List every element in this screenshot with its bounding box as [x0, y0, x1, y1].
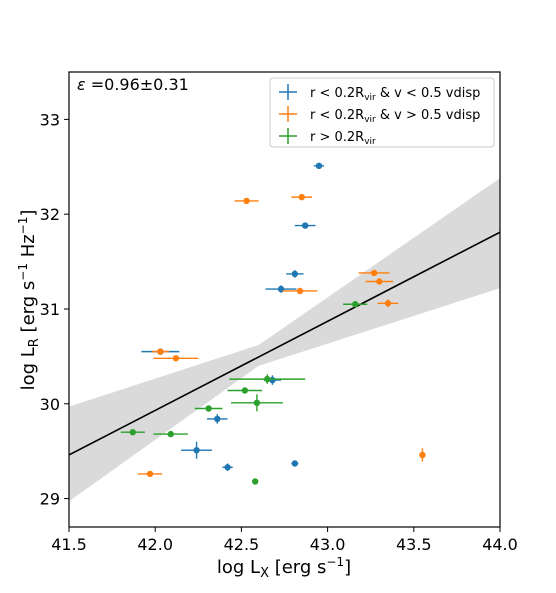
point-marker — [291, 270, 299, 278]
point-marker — [370, 269, 378, 277]
legend-label: r < 0.2Rvir & v > 0.5 vdisp — [310, 108, 480, 125]
x-tick-label: 42.0 — [137, 535, 173, 554]
point-marker — [205, 405, 212, 412]
point-marker — [376, 278, 383, 285]
series-3 — [120, 301, 368, 485]
y-tick-label: 30 — [40, 395, 60, 414]
fit-line — [69, 231, 500, 456]
x-axis-ticks: 41.5 42.0 42.5 43.0 43.5 44.0 — [51, 527, 518, 554]
y-tick-label: 33 — [40, 110, 60, 129]
x-tick-label: 43.5 — [396, 535, 432, 554]
point-marker — [224, 464, 231, 471]
legend: r < 0.2Rvir & v < 0.5 vdisp r < 0.2Rvir &… — [269, 77, 495, 148]
point-marker — [241, 387, 249, 394]
y-axis-ticks: 29 30 31 32 33 — [40, 110, 69, 509]
data-point-s1-3 — [286, 270, 304, 278]
legend-entries: r < 0.2Rvir & v < 0.5 vdisp r < 0.2Rvir &… — [279, 84, 480, 147]
data-point-s2-9 — [419, 448, 426, 462]
data-point-s3-7 — [120, 429, 145, 436]
plot-frame — [68, 71, 501, 528]
point-marker — [298, 193, 305, 201]
x-tick-label: 41.5 — [51, 535, 87, 554]
point-marker — [253, 399, 261, 407]
confidence-band — [69, 178, 500, 502]
data-point-s1-1 — [313, 162, 325, 170]
y-tick-label: 31 — [40, 300, 60, 319]
x-tick-label: 43.0 — [310, 535, 346, 554]
point-marker — [264, 375, 271, 383]
point-marker — [172, 355, 180, 362]
legend-label: r < 0.2Rvir & v < 0.5 vdisp — [310, 86, 480, 103]
point-marker — [251, 478, 259, 485]
x-axis-label: log LX [erg s−1] — [217, 555, 351, 581]
fit-line-layer — [69, 231, 500, 456]
data-point-s2-7 — [151, 348, 169, 355]
data-point-s3-3 — [227, 387, 263, 394]
legend-entry-3: r > 0.2Rvir — [279, 128, 376, 147]
data-point-s2-2 — [234, 197, 259, 205]
point-marker — [157, 348, 164, 355]
data-point-s3-2 — [229, 374, 306, 384]
point-marker — [419, 451, 426, 459]
data-point-s3-4 — [231, 394, 283, 412]
legend-entry-2: r < 0.2Rvir & v > 0.5 vdisp — [279, 106, 480, 125]
data-point-s2-5 — [282, 287, 318, 295]
point-marker — [129, 429, 136, 436]
data-point-s3-5 — [194, 405, 223, 412]
data-points-layer — [120, 162, 426, 485]
data-point-s1-2 — [294, 222, 316, 229]
point-marker — [167, 430, 174, 438]
data-point-s2-3 — [358, 269, 390, 277]
data-point-s2-8 — [153, 355, 199, 362]
epsilon-annotation: ε =0.96±0.31 — [77, 75, 189, 94]
series-2 — [137, 193, 426, 478]
point-marker — [296, 287, 304, 295]
data-point-s2-10 — [137, 470, 163, 478]
point-marker — [214, 415, 221, 423]
y-tick-label: 32 — [40, 205, 60, 224]
data-point-s3-1 — [343, 301, 368, 308]
legend-box — [269, 77, 495, 148]
data-point-s2-6 — [377, 299, 399, 308]
point-marker — [291, 460, 299, 467]
x-tick-label: 44.0 — [482, 535, 518, 554]
point-marker — [243, 197, 250, 205]
y-axis-label: log LR [erg s−1 Hz−1] — [16, 210, 42, 391]
data-point-s2-4 — [365, 278, 394, 285]
data-point-s1-10 — [291, 460, 299, 467]
point-marker — [315, 162, 323, 170]
point-marker — [193, 447, 200, 454]
legend-label: r > 0.2Rvir — [310, 130, 376, 147]
legend-entry-1: r < 0.2Rvir & v < 0.5 vdisp — [279, 84, 480, 103]
confidence-band-layer — [69, 178, 500, 502]
data-point-s1-4 — [265, 285, 297, 293]
data-point-s1-8 — [181, 441, 213, 459]
point-marker — [146, 470, 154, 478]
data-point-s3-6 — [153, 430, 188, 438]
y-tick-label: 29 — [40, 490, 60, 509]
data-point-s1-9 — [222, 463, 233, 472]
point-marker — [384, 300, 392, 307]
point-marker — [301, 222, 309, 229]
x-tick-label: 42.5 — [224, 535, 260, 554]
point-marker — [277, 285, 285, 293]
point-marker — [351, 301, 359, 308]
data-point-s1-7 — [206, 414, 228, 424]
data-point-s2-1 — [291, 193, 313, 201]
data-point-s3-8 — [251, 478, 259, 485]
